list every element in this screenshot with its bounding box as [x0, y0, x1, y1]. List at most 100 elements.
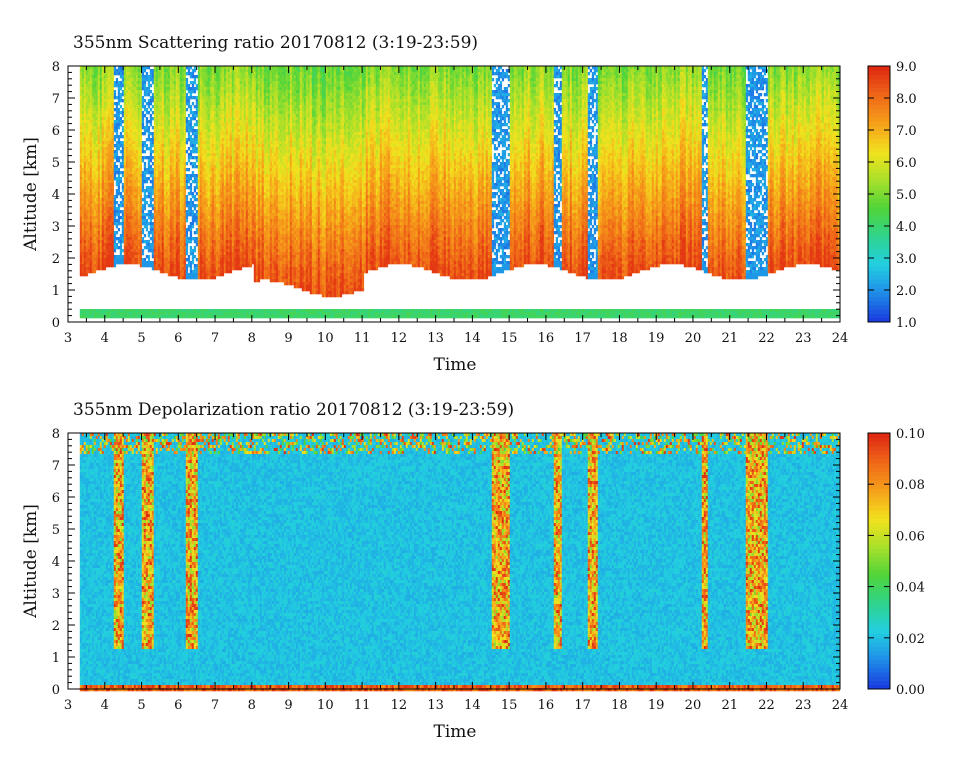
heatmap-cell [82, 159, 84, 162]
heatmap-cell [172, 225, 174, 228]
heatmap-cell [130, 78, 132, 81]
heatmap-cell [138, 186, 140, 189]
heatmap-cell [90, 99, 92, 102]
heatmap-cell [150, 231, 152, 234]
heatmap-cell [148, 168, 150, 171]
heatmap-cell [150, 204, 152, 207]
heatmap-cell [156, 168, 158, 171]
heatmap-cell [154, 168, 156, 171]
heatmap-cell [98, 315, 100, 318]
heatmap-cell [150, 84, 152, 87]
heatmap-cell [152, 177, 154, 180]
heatmap-cell [176, 99, 178, 102]
heatmap-cell [154, 225, 156, 228]
heatmap-cell [122, 237, 124, 240]
heatmap-cell [124, 261, 126, 264]
heatmap-cell [84, 249, 86, 252]
heatmap-cell [180, 198, 182, 201]
heatmap-cell [98, 243, 100, 246]
heatmap-cell [138, 243, 140, 246]
heatmap-cell [84, 234, 86, 237]
heatmap-cell [132, 78, 134, 81]
heatmap-cell [118, 99, 120, 102]
heatmap-cell [176, 153, 178, 156]
heatmap-cell [130, 81, 132, 84]
heatmap-cell [100, 249, 102, 252]
heatmap-cell [124, 108, 126, 111]
heatmap-cell [166, 312, 168, 315]
heatmap-cell [110, 240, 112, 243]
heatmap-cell [114, 168, 116, 171]
heatmap-cell [184, 168, 186, 171]
heatmap-cell [182, 99, 184, 102]
heatmap-cell [98, 219, 100, 222]
heatmap-cell [166, 117, 168, 120]
heatmap-cell [178, 75, 180, 78]
heatmap-cell [122, 183, 124, 186]
heatmap-cell [104, 174, 106, 177]
heatmap-cell [140, 102, 142, 105]
heatmap-cell [176, 315, 178, 318]
heatmap-cell [174, 156, 176, 159]
heatmap-cell [136, 177, 138, 180]
heatmap-cell [136, 183, 138, 186]
heatmap-cell [102, 159, 104, 162]
heatmap-cell [176, 219, 178, 222]
heatmap-cell [156, 129, 158, 132]
heatmap-cell [136, 234, 138, 237]
heatmap-cell [134, 108, 136, 111]
heatmap-cell [90, 72, 92, 75]
heatmap-cell [168, 195, 170, 198]
heatmap-cell [80, 264, 82, 267]
heatmap-cell [82, 108, 84, 111]
heatmap-cell [92, 243, 94, 246]
heatmap-cell [166, 219, 168, 222]
heatmap-cell [122, 156, 124, 159]
heatmap-cell [176, 312, 178, 315]
heatmap-cell [152, 189, 154, 192]
heatmap-cell [80, 69, 82, 72]
heatmap-cell [124, 198, 126, 201]
heatmap-cell [122, 114, 124, 117]
heatmap-cell [120, 201, 122, 204]
heatmap-cell [166, 69, 168, 72]
heatmap-cell [172, 180, 174, 183]
heatmap-cell [146, 87, 148, 90]
heatmap-cell [180, 189, 182, 192]
heatmap-cell [132, 249, 134, 252]
heatmap-cell [172, 186, 174, 189]
heatmap-cell [102, 96, 104, 99]
heatmap-cell [94, 87, 96, 90]
heatmap-cell [86, 231, 88, 234]
heatmap-cell [102, 210, 104, 213]
heatmap-cell [178, 78, 180, 81]
heatmap-cell [138, 132, 140, 135]
heatmap-cell [82, 192, 84, 195]
heatmap-cell [132, 210, 134, 213]
heatmap-cell [98, 228, 100, 231]
heatmap-cell [158, 78, 160, 81]
heatmap-cell [90, 150, 92, 153]
heatmap-cell [120, 111, 122, 114]
heatmap-cell [178, 222, 180, 225]
heatmap-cell [84, 162, 86, 165]
heatmap-cell [166, 264, 168, 267]
heatmap-cell [142, 159, 144, 162]
heatmap-cell [98, 192, 100, 195]
heatmap-cell [154, 240, 156, 243]
heatmap-cell [178, 258, 180, 261]
heatmap-cell [80, 222, 82, 225]
heatmap-cell [98, 81, 100, 84]
heatmap-cell [162, 258, 164, 261]
heatmap-cell [108, 195, 110, 198]
heatmap-cell [90, 147, 92, 150]
heatmap-cell [134, 237, 136, 240]
heatmap-cell [112, 186, 114, 189]
heatmap-cell [124, 204, 126, 207]
heatmap-cell [116, 237, 118, 240]
heatmap-cell [178, 243, 180, 246]
heatmap-cell [160, 225, 162, 228]
heatmap-cell [180, 147, 182, 150]
heatmap-cell [82, 252, 84, 255]
heatmap-cell [164, 264, 166, 267]
